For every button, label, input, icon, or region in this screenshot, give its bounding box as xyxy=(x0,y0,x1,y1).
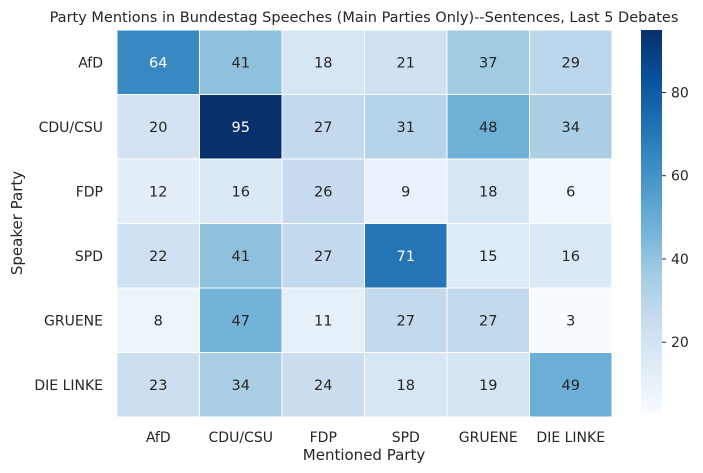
y-tick-label: SPD xyxy=(75,249,103,265)
heatmap-cell xyxy=(446,158,530,224)
heatmap-cell xyxy=(529,94,613,160)
cell-value-label: 16 xyxy=(232,184,250,200)
cell-value-label: 34 xyxy=(562,120,580,136)
cell-value-label: 20 xyxy=(149,120,167,136)
x-tick-label: SPD xyxy=(392,430,420,446)
heatmap-cell xyxy=(529,158,613,224)
heatmap-cell xyxy=(529,352,613,418)
heatmap-cell xyxy=(529,223,613,289)
cell-value-label: 16 xyxy=(562,249,580,265)
y-tick-label: DIE LINKE xyxy=(34,378,103,394)
colorbar-tick-label: 20 xyxy=(671,335,689,351)
heatmap-cells: 64 41 18 21 37 29 20 95 27 31 48 34 12 16 26 9 18 6 22 41 27… xyxy=(116,29,613,418)
cell-value-label: 29 xyxy=(562,55,580,71)
cell-value-label: 18 xyxy=(397,378,415,394)
heatmap-cell xyxy=(529,29,613,95)
cell-value-label: 11 xyxy=(314,313,332,329)
x-tick-label: CDU/CSU xyxy=(209,430,273,446)
heatmap-cell xyxy=(364,352,448,418)
x-tick-labels: AfD CDU/CSU FDP SPD GRUENE DIE LINKE xyxy=(146,430,605,446)
cell-value-label: 41 xyxy=(232,249,250,265)
cell-value-label: 31 xyxy=(397,120,415,136)
cell-value-label: 9 xyxy=(401,184,410,200)
heatmap-cell xyxy=(281,287,365,353)
colorbar-tick-label: 40 xyxy=(671,252,689,268)
cell-value-label: 22 xyxy=(149,249,167,265)
cell-value-label: 27 xyxy=(314,249,332,265)
heatmap-cell xyxy=(364,287,448,353)
cell-value-label: 71 xyxy=(397,249,415,265)
cell-value-label: 19 xyxy=(479,378,497,394)
cell-value-label: 64 xyxy=(149,55,167,71)
cell-value-label: 15 xyxy=(479,249,497,265)
x-tick-label: DIE LINKE xyxy=(536,430,605,446)
cell-value-label: 34 xyxy=(232,378,250,394)
cell-value-label: 3 xyxy=(566,313,575,329)
cell-value-label: 12 xyxy=(149,184,167,200)
heatmap-cell xyxy=(529,287,613,353)
cell-value-label: 27 xyxy=(397,313,415,329)
colorbar-gradient xyxy=(641,30,662,413)
colorbar-tick-label: 60 xyxy=(671,169,689,185)
cell-value-label: 41 xyxy=(232,55,250,71)
cell-value-label: 6 xyxy=(566,184,575,200)
heatmap-cell xyxy=(446,223,530,289)
y-tick-label: AfD xyxy=(78,55,103,71)
cell-value-label: 8 xyxy=(154,313,163,329)
y-tick-labels: AfD CDU/CSU FDP SPD GRUENE DIE LINKE xyxy=(34,55,103,394)
x-tick-label: AfD xyxy=(146,430,171,446)
cell-value-label: 21 xyxy=(397,55,415,71)
heatmap-cell xyxy=(199,158,283,224)
cell-value-label: 26 xyxy=(314,184,332,200)
x-axis-label: Mentioned Party xyxy=(303,446,426,464)
cell-value-label: 27 xyxy=(479,313,497,329)
heatmap-cell xyxy=(116,223,200,289)
heatmap-cell xyxy=(446,352,530,418)
y-tick-label: GRUENE xyxy=(44,313,103,329)
cell-value-label: 95 xyxy=(232,120,250,136)
cell-value-label: 18 xyxy=(314,55,332,71)
heatmap-cell xyxy=(281,223,365,289)
cell-value-label: 23 xyxy=(149,378,167,394)
x-tick-label: GRUENE xyxy=(459,430,518,446)
y-axis-label: Speaker Party xyxy=(8,171,26,275)
heatmap-cell xyxy=(199,223,283,289)
cell-value-label: 49 xyxy=(562,378,580,394)
colorbar-tick-label: 80 xyxy=(671,85,689,101)
heatmap-cell xyxy=(364,94,448,160)
chart-title: Party Mentions in Bundestag Speeches (Ma… xyxy=(50,10,679,26)
heatmap-cell xyxy=(116,352,200,418)
y-tick-label: CDU/CSU xyxy=(39,120,103,136)
cell-value-label: 47 xyxy=(232,313,250,329)
heatmap-cell xyxy=(364,158,448,224)
heatmap-cell xyxy=(446,287,530,353)
heatmap-cell xyxy=(116,287,200,353)
cell-value-label: 48 xyxy=(479,120,497,136)
cell-value-label: 37 xyxy=(479,55,497,71)
cell-value-label: 18 xyxy=(479,184,497,200)
heatmap-cell xyxy=(199,94,283,160)
heatmap-cell xyxy=(364,223,448,289)
cell-value-label: 27 xyxy=(314,120,332,136)
heatmap-cell xyxy=(446,29,530,95)
y-tick-label: FDP xyxy=(76,184,103,200)
colorbar: 20 40 60 80 xyxy=(641,30,689,413)
heatmap-cell xyxy=(281,29,365,95)
x-tick-label: FDP xyxy=(310,430,337,446)
cell-value-label: 24 xyxy=(314,378,332,394)
heatmap-cell xyxy=(116,29,200,95)
heatmap-cell xyxy=(364,29,448,95)
heatmap-cell xyxy=(199,29,283,95)
